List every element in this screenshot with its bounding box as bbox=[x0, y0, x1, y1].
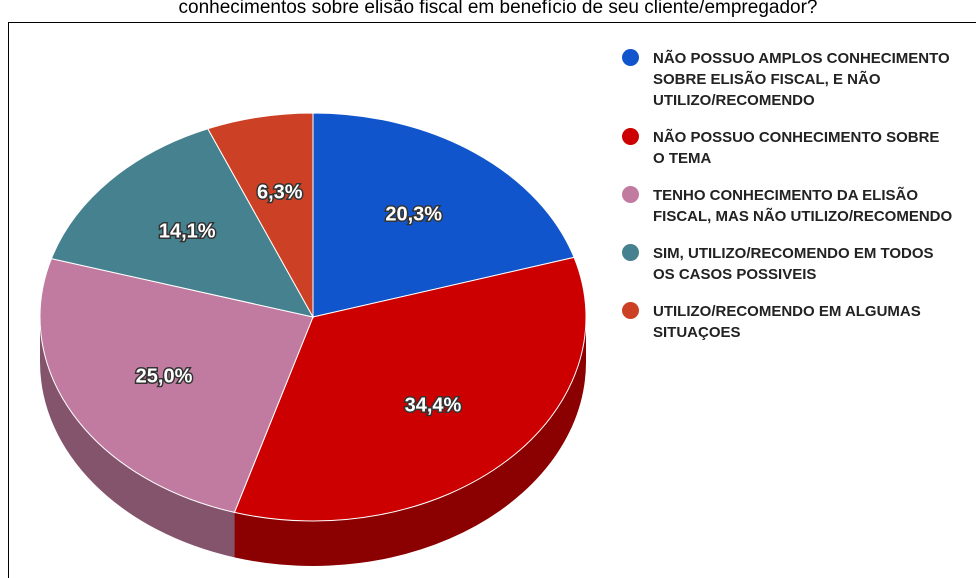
chart-title: conhecimentos sobre elisão fiscal em ben… bbox=[179, 0, 818, 18]
legend-item: NÃO POSSUO CONHECIMENTO SOBRE O TEMA bbox=[620, 127, 960, 169]
slice bbox=[50, 128, 314, 318]
legend-swatch bbox=[622, 302, 639, 319]
slice bbox=[233, 256, 587, 522]
legend-item: TENHO CONHECIMENTO DA ELISÃO FISCAL, MAS… bbox=[620, 185, 960, 227]
slice bbox=[312, 112, 575, 318]
legend-swatch bbox=[622, 128, 639, 145]
legend: NÃO POSSUO AMPLOS CONHECIMENTO SOBRE ELI… bbox=[620, 48, 960, 343]
slice-side bbox=[234, 317, 587, 566]
legend-label: SIM, UTILIZO/RECOMENDO EM TODOS OS CASOS… bbox=[653, 245, 934, 283]
legend-label: TENHO CONHECIMENTO DA ELISÃO FISCAL, MAS… bbox=[653, 187, 953, 225]
data-label: 14,1% bbox=[159, 221, 216, 243]
data-label: 20,3% bbox=[385, 204, 442, 226]
legend-label: NÃO POSSUO AMPLOS CONHECIMENTO SOBRE ELI… bbox=[653, 50, 950, 109]
slice bbox=[39, 258, 314, 513]
legend-label: NÃO POSSUO CONHECIMENTO SOBRE O TEMA bbox=[653, 129, 940, 167]
legend-item: SIM, UTILIZO/RECOMENDO EM TODOS OS CASOS… bbox=[620, 243, 960, 285]
legend-item: NÃO POSSUO AMPLOS CONHECIMENTO SOBRE ELI… bbox=[620, 48, 960, 111]
legend-item: UTILIZO/RECOMENDO EM ALGUMAS SITUAÇOES bbox=[620, 301, 960, 343]
legend-swatch bbox=[622, 244, 639, 261]
legend-label: UTILIZO/RECOMENDO EM ALGUMAS SITUAÇOES bbox=[653, 303, 921, 341]
legend-swatch bbox=[622, 186, 639, 203]
data-label: 6,3% bbox=[257, 181, 303, 203]
data-label: 34,4% bbox=[405, 395, 462, 417]
legend-swatch bbox=[622, 49, 639, 66]
slice bbox=[207, 112, 314, 319]
data-label: 25,0% bbox=[136, 365, 193, 387]
slice-side bbox=[40, 317, 235, 558]
